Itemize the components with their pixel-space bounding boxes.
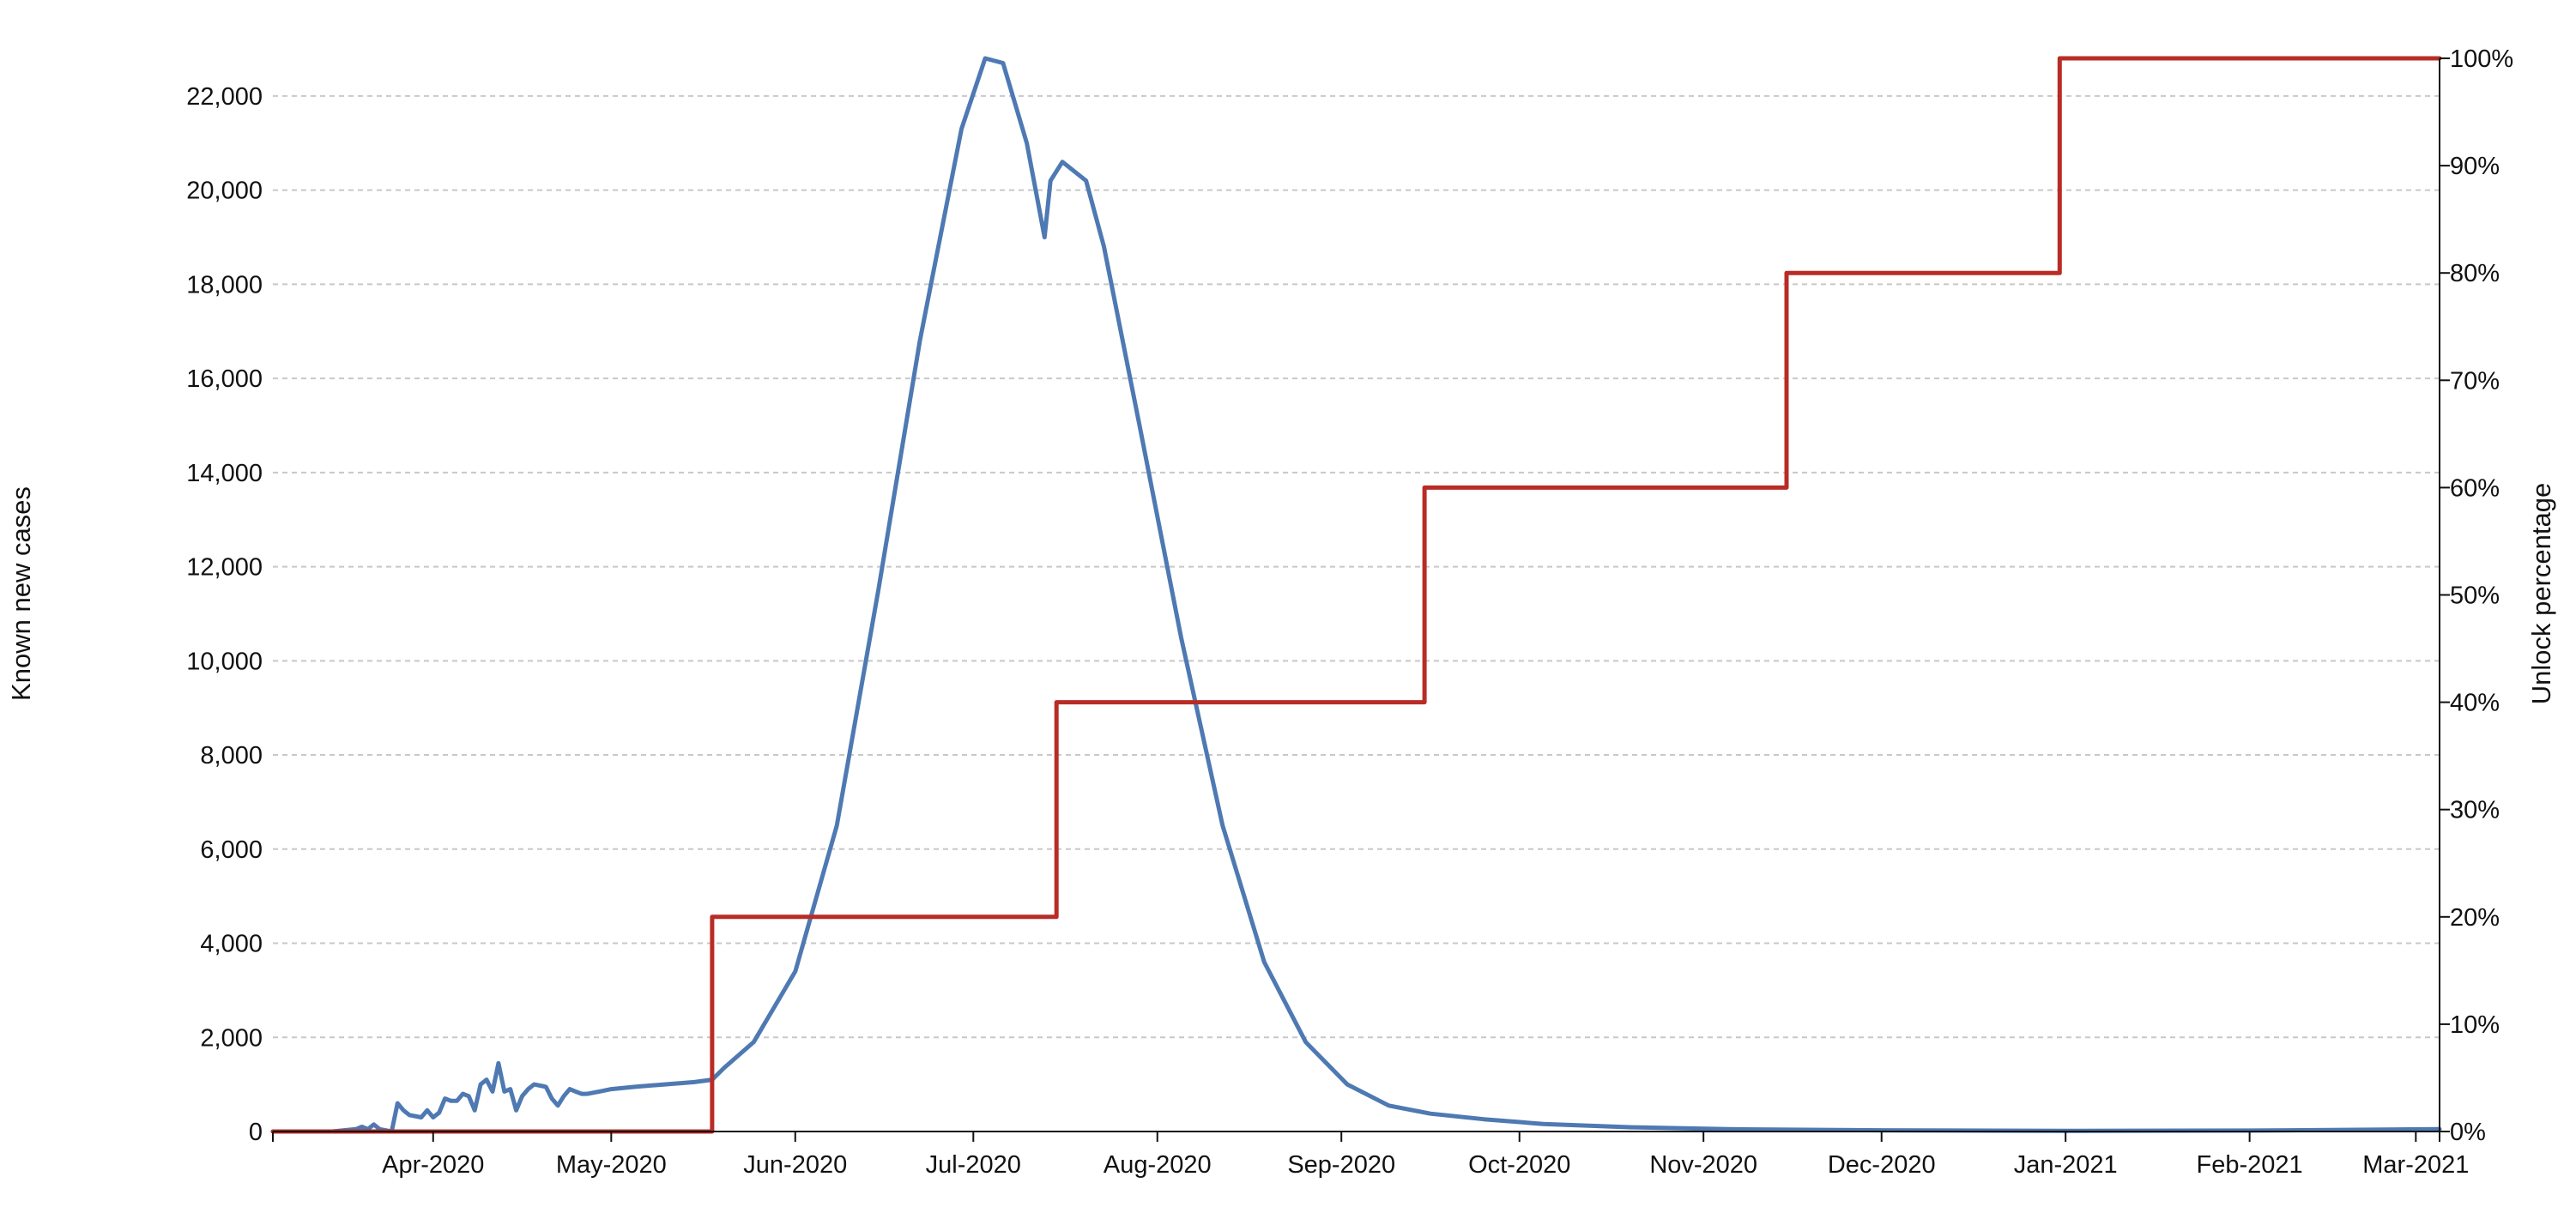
y2-axis-title: Unlock percentage bbox=[2526, 483, 2556, 705]
series-lines bbox=[270, 56, 2442, 1134]
y-tick-label: 2,000 bbox=[200, 1024, 263, 1052]
known-new-cases-line bbox=[270, 56, 2442, 1134]
y2-tick-label: 60% bbox=[2450, 474, 2500, 502]
y2-tick-label: 0% bbox=[2450, 1119, 2486, 1146]
x-tick-label: Apr-2020 bbox=[382, 1151, 484, 1179]
x-tick-label: Oct-2020 bbox=[1468, 1151, 1570, 1179]
y2-tick-label: 40% bbox=[2450, 690, 2500, 717]
y2-tick-label: 50% bbox=[2450, 582, 2500, 610]
x-tick-label: Dec-2020 bbox=[1828, 1151, 1936, 1179]
y2-tick-label: 80% bbox=[2450, 260, 2500, 287]
y2-tick-label: 20% bbox=[2450, 904, 2500, 932]
y-tick-label: 12,000 bbox=[186, 554, 263, 582]
y-tick-label: 16,000 bbox=[186, 365, 263, 393]
x-tick-label: Feb-2021 bbox=[2197, 1151, 2303, 1179]
y-tick-label: 4,000 bbox=[200, 931, 263, 958]
y2-tick-label: 90% bbox=[2450, 153, 2500, 180]
x-tick-label: Mar-2021 bbox=[2362, 1151, 2469, 1179]
x-tick-label: Jan-2021 bbox=[2014, 1151, 2118, 1179]
y-axis-ticks: 0 2,000 4,000 6,000 8,000 10,000 12,000 14,000 1… bbox=[186, 83, 263, 1146]
y2-tick-label: 70% bbox=[2450, 367, 2500, 395]
y-tick-label: 14,000 bbox=[186, 460, 263, 487]
y-tick-label: 8,000 bbox=[200, 742, 263, 769]
x-tick-label: Sep-2020 bbox=[1287, 1151, 1395, 1179]
x-axis-ticks: Apr-2020 May-2020 Jun-2020 Jul-2020 Aug-2020… bbox=[382, 1132, 2469, 1179]
y-tick-label: 18,000 bbox=[186, 271, 263, 299]
y2-tick-label: 30% bbox=[2450, 797, 2500, 824]
unlock-percentage-line bbox=[270, 56, 2442, 1134]
y-tick-label: 0 bbox=[249, 1119, 263, 1146]
y-tick-label: 6,000 bbox=[200, 836, 263, 864]
y-tick-label: 20,000 bbox=[186, 178, 263, 205]
axes bbox=[272, 58, 2440, 1142]
y-axis-title: Known new cases bbox=[6, 486, 36, 701]
x-tick-label: May-2020 bbox=[556, 1151, 667, 1179]
x-tick-label: Nov-2020 bbox=[1649, 1151, 1757, 1179]
y2-axis-ticks: 0% 10% 20% 30% 40% 50% 60% 70% 80% 90% 100% bbox=[2440, 45, 2513, 1146]
y2-tick-label: 10% bbox=[2450, 1011, 2500, 1039]
x-tick-label: Aug-2020 bbox=[1104, 1151, 1212, 1179]
y-tick-label: 22,000 bbox=[186, 83, 263, 111]
y2-tick-label: 100% bbox=[2450, 45, 2513, 73]
grid-lines bbox=[273, 94, 2440, 1039]
y-tick-label: 10,000 bbox=[186, 648, 263, 675]
x-tick-label: Jul-2020 bbox=[926, 1151, 1021, 1179]
x-tick-label: Jun-2020 bbox=[743, 1151, 847, 1179]
